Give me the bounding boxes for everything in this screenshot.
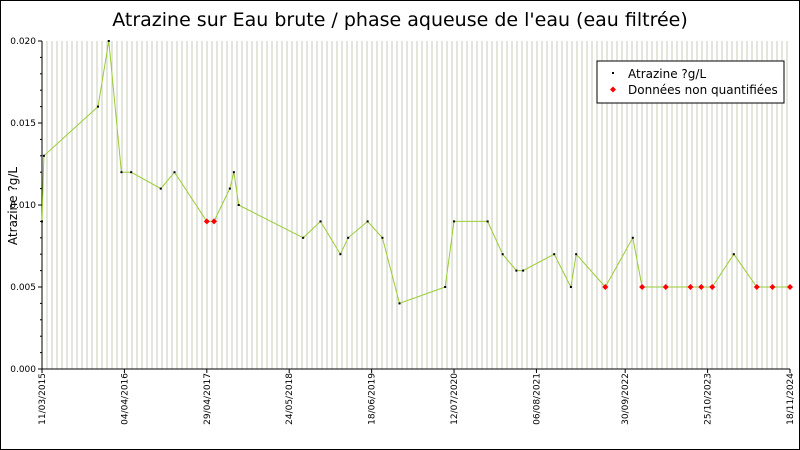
- data-point-quantified: [398, 302, 401, 305]
- data-point-quantified: [130, 171, 133, 174]
- legend: Atrazine ?g/L Données non quantifiées: [596, 60, 785, 104]
- x-tick-label: 24/05/2018: [285, 373, 295, 425]
- data-point-quantified: [453, 220, 456, 223]
- data-point-quantified: [366, 220, 369, 223]
- data-point-non-quantified: [662, 284, 669, 290]
- data-point-quantified: [237, 204, 240, 206]
- data-point-quantified: [732, 253, 735, 256]
- data-point-non-quantified: [698, 284, 705, 290]
- y-tick-label: 0.000: [10, 365, 36, 375]
- data-point-quantified: [553, 253, 556, 256]
- data-point-non-quantified: [687, 284, 694, 290]
- data-point-quantified: [232, 171, 235, 174]
- x-tick-label: 29/04/2017: [203, 373, 213, 425]
- data-point-quantified: [347, 236, 350, 239]
- legend-label-quantified: Atrazine ?g/L: [628, 67, 706, 81]
- y-tick-label: 0.005: [10, 283, 36, 293]
- data-point-quantified: [107, 40, 110, 42]
- x-tick-label: 11/03/2015: [38, 373, 48, 425]
- data-point-quantified: [319, 220, 322, 223]
- x-tick-label: 25/10/2023: [704, 373, 714, 425]
- x-tick-label: 18/11/2024: [786, 373, 796, 425]
- data-point-non-quantified: [769, 284, 776, 290]
- data-point-quantified: [501, 253, 504, 256]
- data-point-quantified: [575, 253, 578, 256]
- data-point-non-quantified: [787, 284, 793, 290]
- legend-marker-non-quantified: [610, 86, 616, 93]
- legend-label-non-quantified: Données non quantifiées: [628, 83, 778, 97]
- y-axis-label: Atrazine ?g/L: [6, 167, 20, 245]
- x-tick-labels: 11/03/2015 04/04/2016 29/04/2017 24/05/2018…: [38, 373, 796, 425]
- data-point-quantified: [522, 269, 525, 272]
- y-tick-label: 0.020: [10, 37, 36, 47]
- x-tick-label: 30/09/2022: [621, 373, 631, 425]
- data-point-quantified: [486, 220, 489, 223]
- legend-marker-quantified: [612, 72, 614, 74]
- chart-title: Atrazine sur Eau brute / phase aqueuse d…: [112, 9, 688, 31]
- data-point-quantified: [339, 253, 342, 256]
- y-tick-label: 0.010: [10, 201, 36, 211]
- data-point-quantified: [96, 105, 99, 108]
- data-point-quantified: [631, 236, 634, 239]
- data-point-quantified: [444, 286, 447, 288]
- data-point-non-quantified: [709, 284, 716, 290]
- data-point-quantified: [159, 187, 162, 190]
- data-point-non-quantified: [203, 218, 210, 225]
- data-point-quantified: [569, 286, 572, 288]
- x-tick-label: 06/08/2021: [532, 373, 542, 425]
- data-point-quantified: [173, 171, 176, 174]
- data-point-non-quantified: [753, 284, 760, 290]
- y-tick-label: 0.015: [10, 119, 36, 129]
- data-point-non-quantified: [210, 218, 217, 225]
- data-point-quantified: [41, 220, 43, 223]
- x-tick-label: 18/06/2019: [368, 373, 378, 425]
- series-polyline: [41, 40, 790, 305]
- data-point-non-quantified: [602, 284, 609, 290]
- x-tick-label: 04/04/2016: [120, 373, 130, 425]
- data-point-quantified: [120, 171, 123, 174]
- data-point-quantified: [515, 269, 518, 272]
- legend-box: [596, 60, 785, 104]
- series-line: [41, 40, 790, 305]
- y-tick-labels: 0.000 0.005 0.010 0.015 0.020: [10, 37, 36, 375]
- data-point-quantified: [381, 236, 384, 239]
- data-markers: [41, 40, 793, 305]
- x-tick-label: 12/07/2020: [450, 373, 460, 425]
- data-point-quantified: [302, 236, 305, 239]
- data-point-quantified: [228, 187, 231, 190]
- data-point-quantified: [42, 154, 45, 157]
- data-point-non-quantified: [639, 284, 646, 290]
